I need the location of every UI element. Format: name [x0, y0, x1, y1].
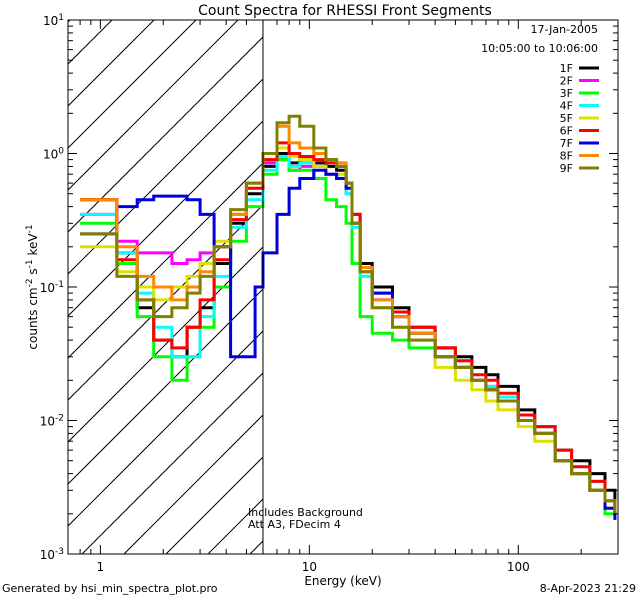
hatch-stripe: [81, 372, 263, 554]
legend-label-2f: 2F: [560, 75, 573, 88]
y-tick-label: 101: [43, 13, 64, 28]
hatch-stripe: [123, 414, 263, 554]
y-axis-label: counts cm-2 s-1 keV-1: [25, 224, 40, 349]
legend-label-1f: 1F: [560, 62, 573, 75]
annotation-background: Includes Background: [248, 506, 363, 519]
legend-label-7f: 7F: [560, 137, 573, 150]
hatch-stripe: [68, 204, 263, 401]
hatch-stripe: [68, 330, 263, 527]
legend-label-6f: 6F: [560, 125, 573, 138]
hatch-stripe: [68, 288, 263, 485]
date-label: 17-Jan-2005: [531, 23, 599, 36]
footer-timestamp: 8-Apr-2023 21:29: [539, 582, 636, 595]
hatch-stripe: [68, 36, 263, 233]
x-tick-label: 100: [507, 560, 530, 574]
hatch-stripe: [68, 120, 263, 317]
legend-label-3f: 3F: [560, 87, 573, 100]
annotation-attenuator: Att A3, FDecim 4: [248, 518, 341, 531]
footer-generated-by: Generated by hsi_min_spectra_plot.pro: [2, 582, 218, 595]
y-tick-label: 10-2: [40, 414, 64, 429]
y-tick-label: 100: [43, 147, 64, 162]
hatch-stripe: [68, 20, 197, 149]
hatch-stripe: [207, 498, 263, 554]
y-tick-labels: 10-3 10-2 10-1 100 101: [40, 13, 65, 562]
series-line-9f: [80, 114, 617, 514]
x-axis-label: Energy (keV): [304, 574, 381, 588]
x-tick-labels: 1 10 100: [97, 560, 530, 574]
hatch-stripe: [68, 246, 263, 443]
legend-label-5f: 5F: [560, 112, 573, 125]
chart-title: Count Spectra for RHESSI Front Segments: [198, 3, 492, 19]
hatch-stripe: [68, 78, 263, 275]
y-tick-label: 10-1: [40, 280, 64, 295]
series-line-5f: [80, 146, 617, 514]
hatch-stripe: [68, 20, 155, 107]
hatch-stripe: [68, 162, 263, 359]
hatch-stripe: [249, 540, 263, 554]
hatch-stripe: [0, 0, 110, 554]
x-tick-label: 1: [97, 560, 105, 574]
legend-label-4f: 4F: [560, 100, 573, 113]
time-range-label: 10:05:00 to 10:06:00: [481, 42, 598, 55]
below-threshold-hatch: [0, 0, 263, 554]
legend-label-9f: 9F: [560, 162, 573, 175]
legend-label-8f: 8F: [560, 150, 573, 163]
series-layer: [80, 114, 617, 520]
axis-ticks: [67, 19, 619, 555]
x-tick-label: 10: [302, 560, 317, 574]
y-tick-label: 10-3: [40, 547, 64, 562]
